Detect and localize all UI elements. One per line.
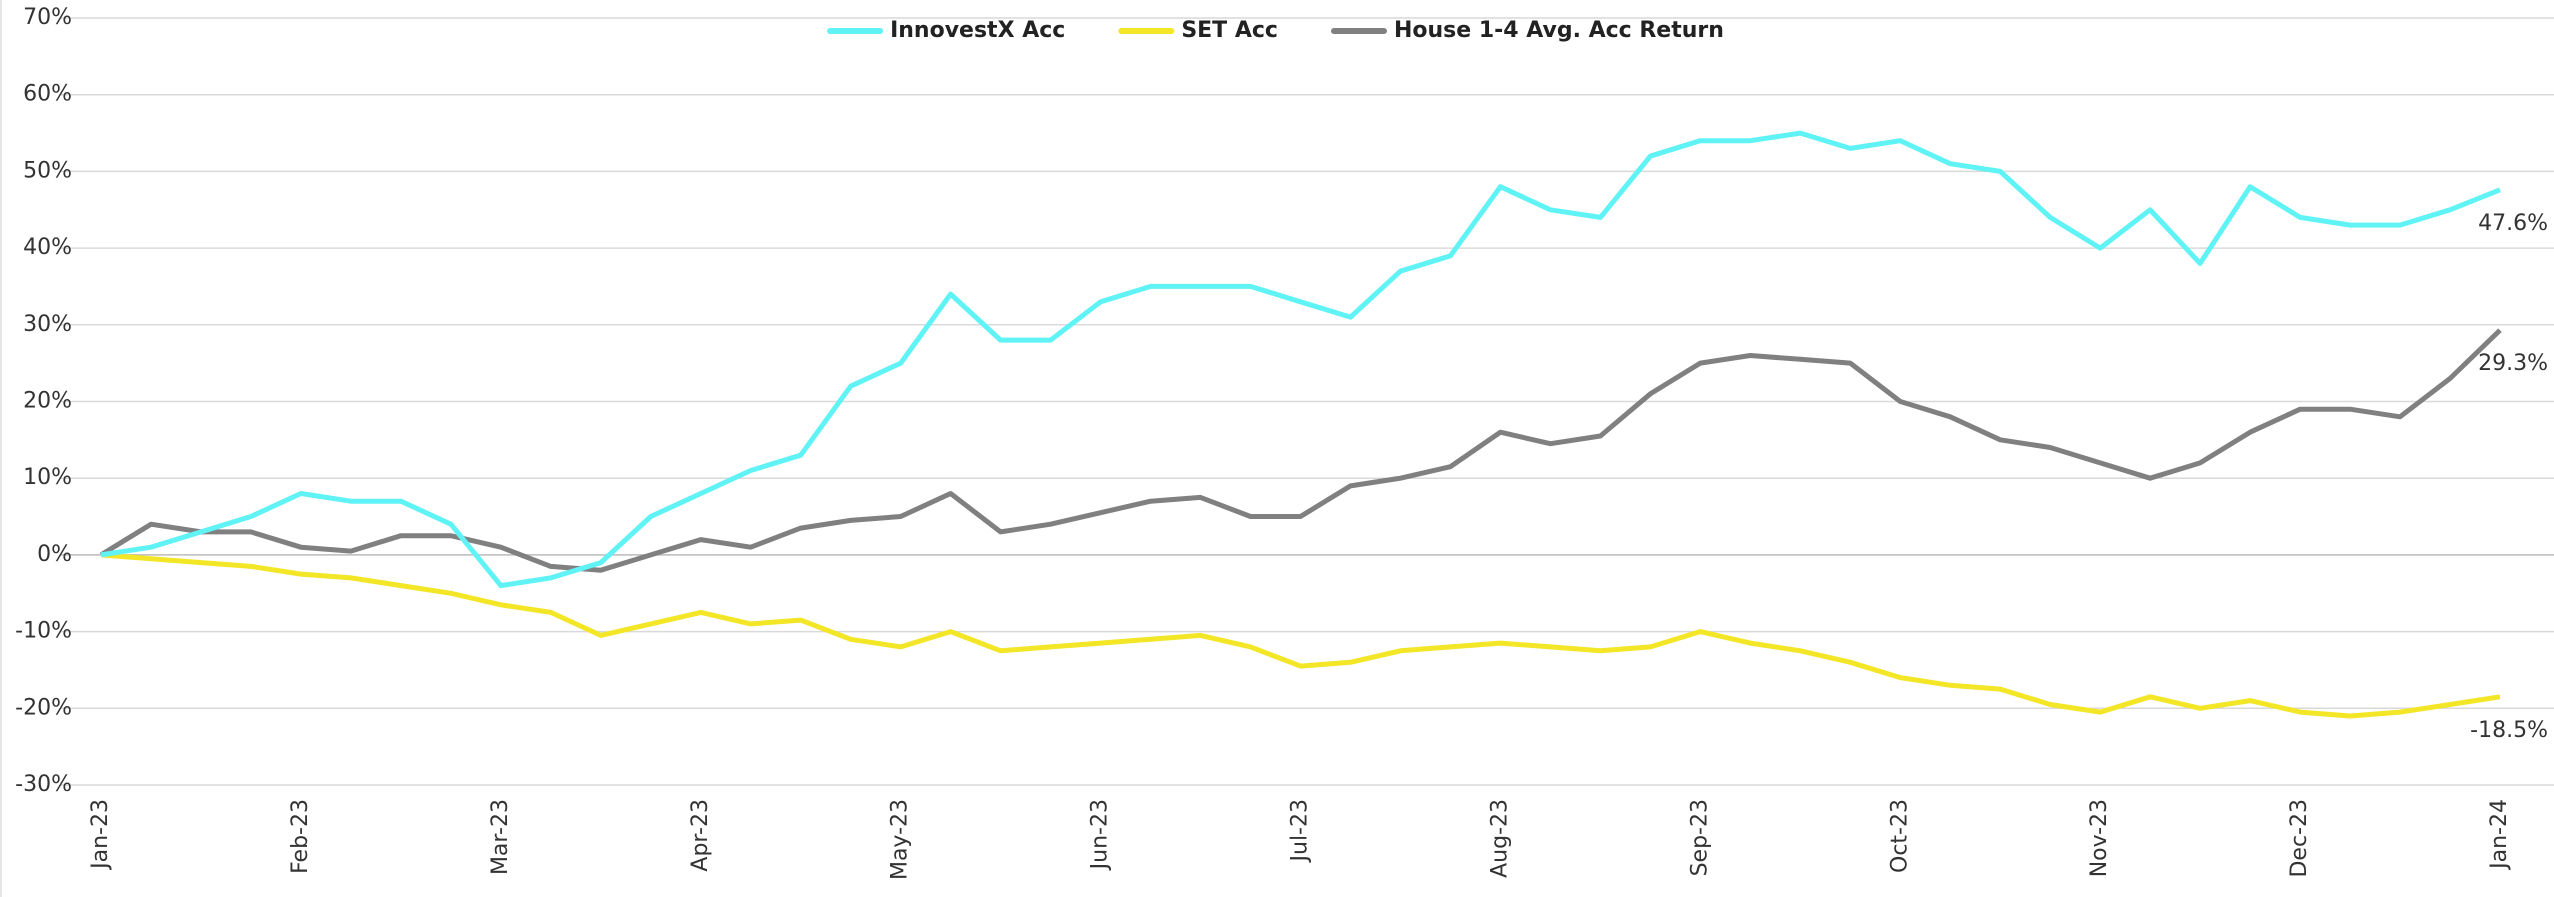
y-tick-label: 0% (37, 542, 72, 567)
y-tick-label: 50% (23, 158, 72, 183)
series-line (99, 328, 2502, 573)
x-tick-label: Jun-23 (1088, 799, 1113, 871)
y-tick-label: 20% (23, 389, 72, 414)
y-tick-label: 40% (23, 235, 72, 260)
legend-label: InnovestX Acc (890, 18, 1065, 43)
x-tick-label: Jan-23 (88, 799, 113, 871)
x-tick-label: Oct-23 (1887, 799, 1912, 873)
y-tick-label: -30% (15, 772, 72, 797)
end-label: 47.6% (2478, 211, 2548, 236)
y-tick-label: -20% (15, 695, 72, 720)
legend: InnovestX Acc SET Acc House 1-4 Avg. Acc R… (827, 18, 1724, 43)
x-tick-label: Feb-23 (288, 799, 313, 874)
x-tick-label: Jul-23 (1288, 799, 1313, 863)
x-tick-label: Sep-23 (1687, 799, 1712, 876)
x-tick-label: Aug-23 (1487, 799, 1512, 878)
x-tick-label: Nov-23 (2087, 799, 2112, 877)
legend-label: House 1-4 Avg. Acc Return (1394, 18, 1724, 43)
y-tick-label: -10% (15, 619, 72, 644)
series-line (100, 130, 2501, 589)
series-line (100, 552, 2501, 719)
end-label: -18.5% (2470, 718, 2548, 743)
legend-label: SET Acc (1181, 18, 1278, 43)
y-tick-label: 10% (23, 465, 72, 490)
x-tick-label: Dec-23 (2287, 799, 2312, 878)
y-tick-label: 70% (23, 5, 72, 30)
y-tick-label: 60% (23, 82, 72, 107)
x-tick-label: Mar-23 (488, 799, 513, 875)
y-tick-label: 30% (23, 312, 72, 337)
x-tick-label: Jan-24 (2487, 799, 2512, 871)
x-tick-label: May-23 (888, 799, 913, 880)
end-label: 29.3% (2478, 351, 2548, 376)
x-tick-label: Apr-23 (688, 799, 713, 872)
